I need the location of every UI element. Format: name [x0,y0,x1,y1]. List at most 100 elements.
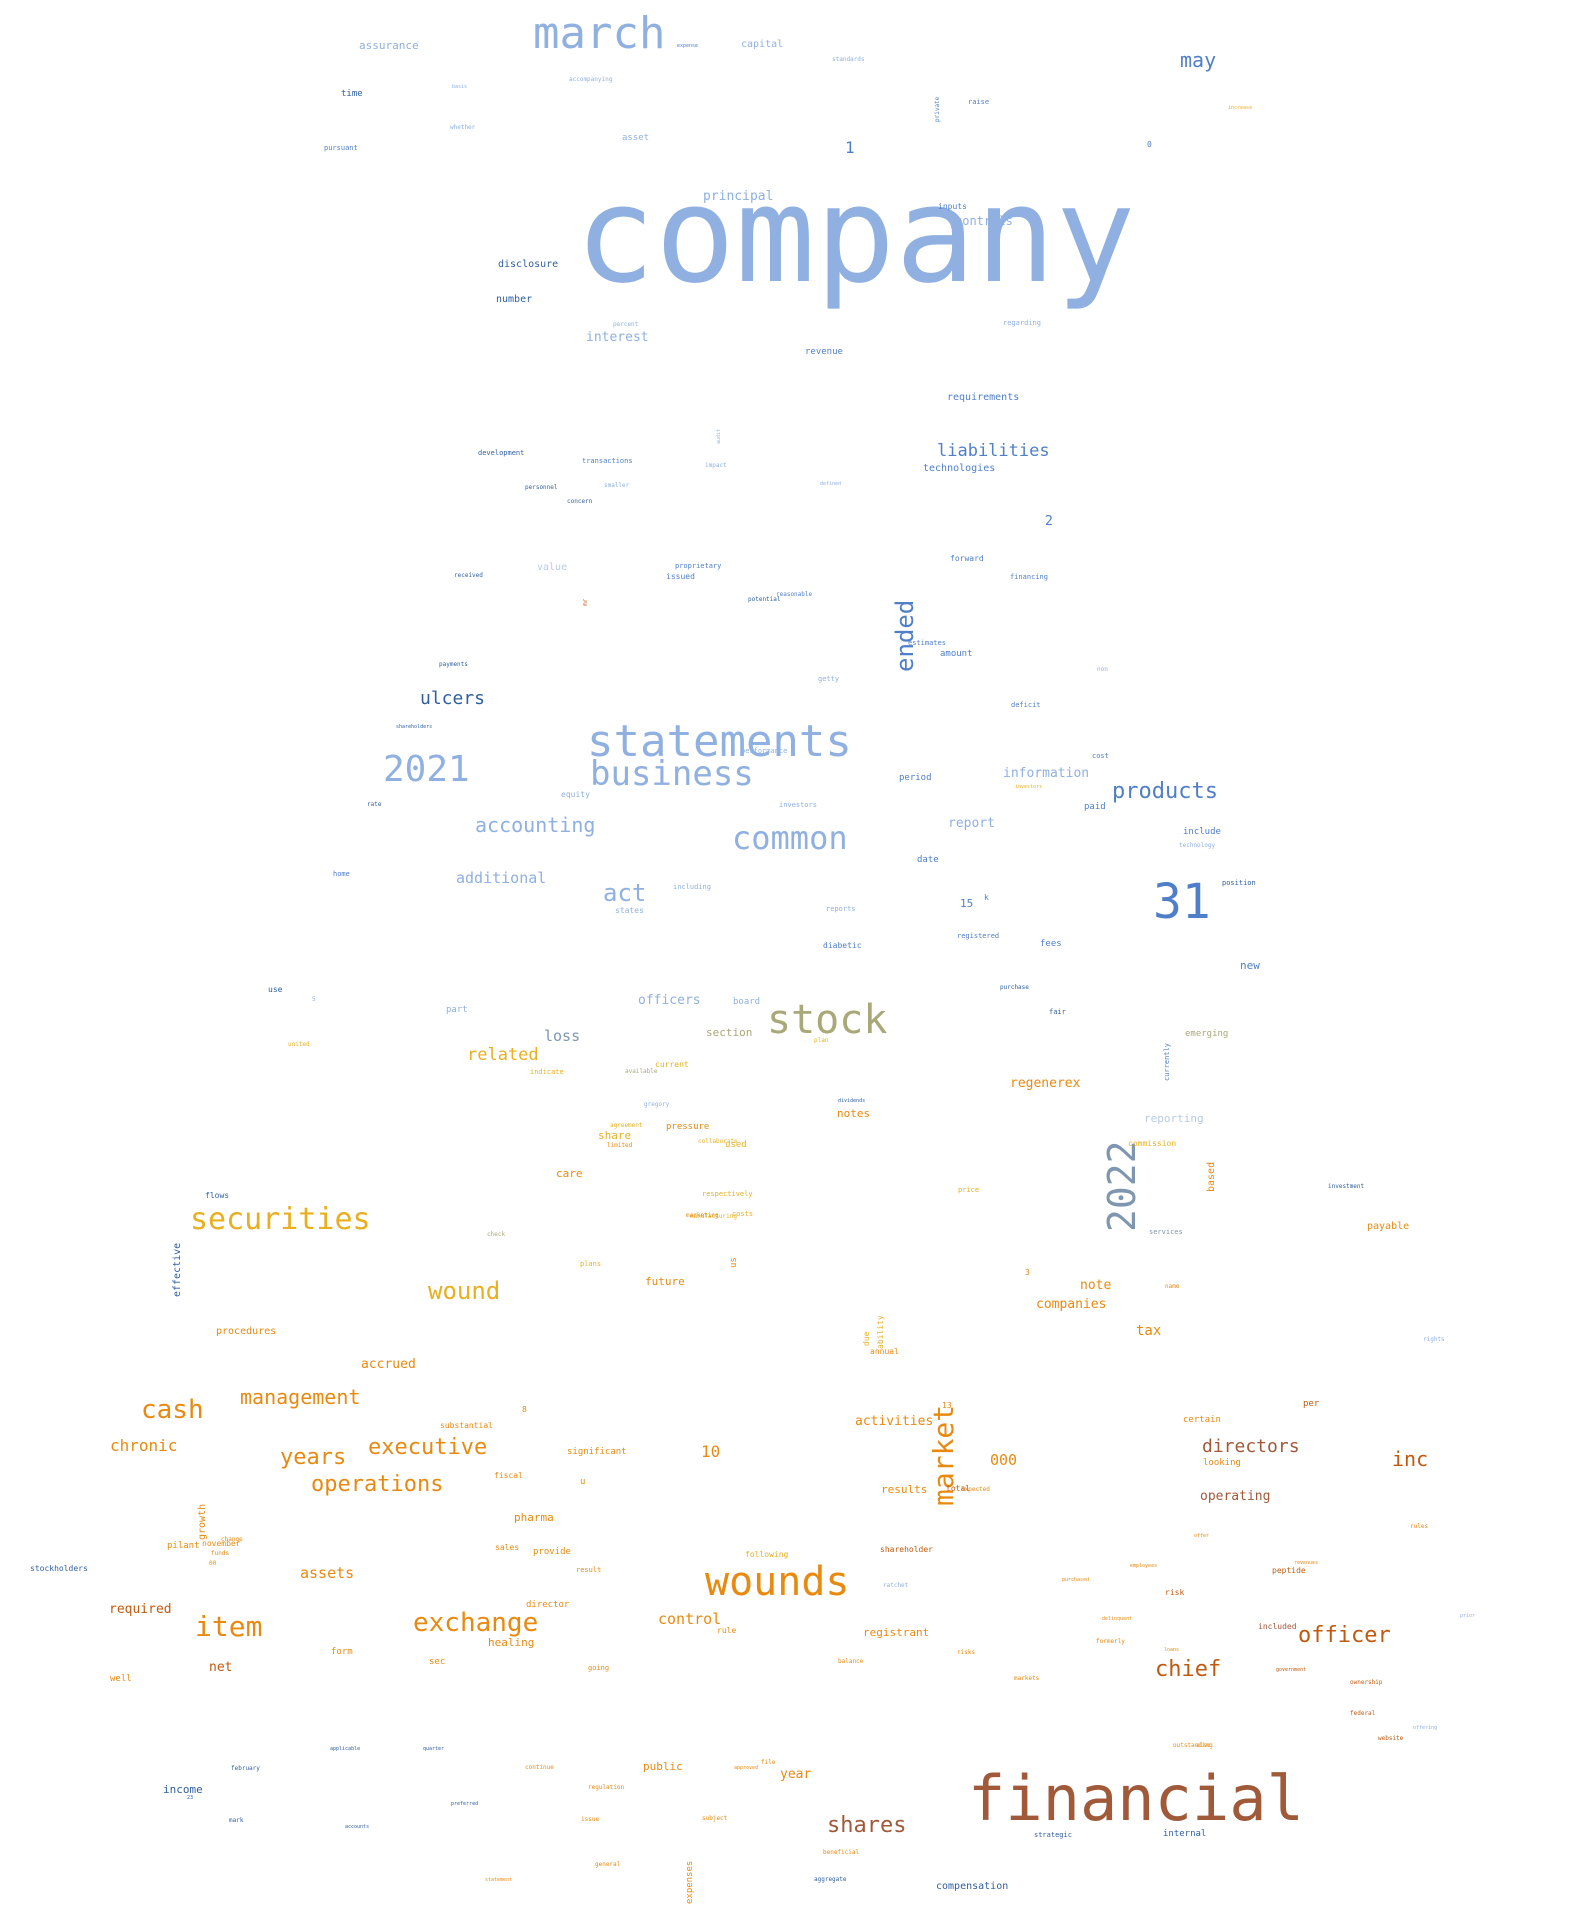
word-inc: inc [1392,1447,1429,1471]
word-future: future [645,1275,685,1288]
word-manufacturing: manufacturing [690,1213,737,1220]
word-funds: funds [211,1550,230,1557]
word-years: years [280,1445,347,1470]
word-exchange: exchange [413,1608,539,1638]
word-year: year [780,1767,812,1782]
word-note: note [1080,1278,1112,1293]
word-concern: concern [567,498,593,505]
word-include: include [1183,827,1221,837]
word-gregory: gregory [644,1101,670,1108]
word-payable: payable [1367,1221,1410,1232]
word-expected: expected [961,1486,990,1493]
word-reasonable: reasonable [776,591,813,598]
word-respectively: respectively [702,1190,753,1198]
word-tax: tax [1136,1323,1162,1339]
word-amount: amount [940,649,973,659]
word-ended: ended [891,599,919,672]
word-formerly: formerly [1096,1638,1125,1645]
word-currently: currently [1163,1043,1171,1081]
word-controls: controls [955,214,1013,228]
word-board: board [733,997,761,1007]
word-forward: forward [950,554,984,563]
word-smaller: smaller [604,482,630,489]
word-statements: statements [587,716,852,767]
word-principal: principal [703,189,774,204]
word-chief: chief [1155,1657,1222,1682]
word-february: february [231,1765,260,1772]
word-impact: impact [705,462,727,469]
word-time: time [341,89,363,99]
word-may: may [1180,48,1217,72]
word-revenues: revenues [1294,1560,1319,1566]
word-fair: fair [1049,1008,1066,1016]
word-annual: annual [870,1347,899,1356]
word-8: 8 [522,1405,527,1414]
word-whether: whether [450,124,476,131]
word-costs: costs [732,1210,754,1218]
word-operating: operating [1200,1489,1271,1504]
word-results: results [881,1483,928,1496]
word-mr: mr [582,598,589,606]
word-accompanying: accompanying [569,76,613,83]
word-use: use [268,985,283,994]
word-development: development [478,449,525,457]
word-current: current [655,1060,689,1069]
word-registered: registered [957,932,1000,940]
word-section: section [706,1026,753,1039]
word-wound: wound [428,1277,501,1305]
word-pursuant: pursuant [324,144,358,152]
word-payments: payments [439,661,468,668]
word-fees: fees [1040,939,1062,949]
word-november: november [202,1539,241,1548]
word-activities: activities [855,1414,934,1429]
word-000: 000 [990,1451,1018,1469]
word-technology: technology [1179,842,1216,849]
word-standards: standards [832,56,865,63]
word-united: united [288,1041,310,1048]
word-government: government [1276,1667,1307,1673]
word-home: home [333,870,350,878]
word-3: 3 [1025,1268,1030,1277]
word-directors: directors [1202,1436,1300,1457]
word-inputs: inputs [938,202,967,211]
word-commission: commission [1128,1139,1177,1148]
word-period: period [899,773,932,783]
word-change: change [221,1536,243,1543]
word-sales: sales [495,1543,520,1552]
word-position: position [1222,879,1256,887]
word-plan: plan [814,1037,829,1044]
word-00: 00 [209,1560,217,1567]
word-company: company [575,159,1136,313]
word-regarding: regarding [1003,319,1041,327]
word-aggregate: aggregate [814,1876,847,1883]
word-net: net [209,1660,233,1675]
word-shareholders: shareholders [396,724,433,730]
word-based: based [1206,1161,1217,1192]
word-issue: issue [581,1816,600,1823]
word-pressure: pressure [666,1122,710,1132]
word-loss: loss [544,1027,581,1045]
word-file: file [761,1759,776,1766]
word-executive: executive [368,1435,488,1460]
word-approved: approved [734,1765,759,1771]
word-companies: companies [1036,1297,1107,1312]
word-offering: offering [1413,1725,1438,1731]
word-general: general [595,1861,621,1868]
word-accounts: accounts [345,1824,370,1830]
word-purchased: purchased [1062,1577,1090,1583]
word-potential: potential [748,596,781,603]
word-certain: certain [1183,1415,1221,1425]
word-used: used [725,1140,747,1150]
word-flows: flows [205,1191,230,1200]
word-23: 23 [187,1795,194,1801]
word-balance: balance [838,1658,864,1665]
word-regenerex: regenerex [1010,1076,1081,1091]
word-rate: rate [367,801,382,808]
word-accrued: accrued [361,1357,416,1372]
word-states: states [615,906,644,915]
word-internal: internal [1163,1829,1207,1839]
word-securities: securities [190,1202,371,1237]
word-31: 31 [1153,874,1211,930]
word-ratchet: ratchet [883,1582,909,1589]
word-healing: healing [488,1636,535,1649]
